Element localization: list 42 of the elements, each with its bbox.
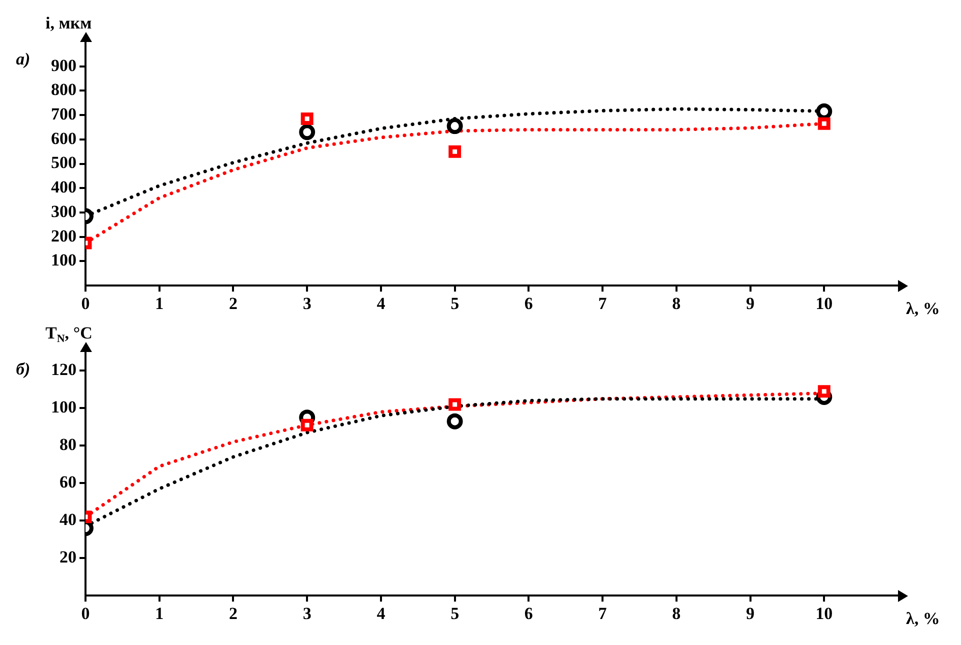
x-tick-label: 3 bbox=[302, 604, 312, 624]
y-tick-label: 800 bbox=[51, 80, 76, 100]
chart-title: а) bbox=[16, 49, 30, 68]
x-tick-label: 10 bbox=[816, 604, 833, 624]
x-tick-label: 7 bbox=[598, 604, 608, 624]
x-tick-label: 4 bbox=[376, 294, 386, 314]
text: б) bbox=[16, 359, 30, 378]
x-tick-label: 0 bbox=[81, 294, 90, 314]
y-tick-label: 100 bbox=[51, 250, 76, 270]
y-tick-label: 500 bbox=[51, 153, 76, 172]
x-tick-label: 7 bbox=[598, 294, 608, 314]
y-tick-label: 600 bbox=[51, 128, 76, 148]
y-axis-title: i, мкм bbox=[46, 13, 92, 32]
y-tick-label: 120 bbox=[51, 360, 76, 380]
x-tick-label: 6 bbox=[524, 604, 533, 624]
x-tick-label: 2 bbox=[228, 604, 238, 624]
x-tick-label: 1 bbox=[155, 294, 164, 314]
x-tick-label: 5 bbox=[450, 604, 460, 624]
x-axis-title: λ, % bbox=[906, 608, 940, 628]
x-tick-label: 9 bbox=[746, 604, 755, 624]
x-tick-label: 1 bbox=[155, 604, 164, 624]
x-tick-label: 5 bbox=[450, 294, 460, 314]
y-tick-label: 60 bbox=[60, 472, 76, 492]
x-tick-label: 6 bbox=[524, 294, 533, 314]
y-tick-label: 20 bbox=[60, 548, 76, 567]
y-tick-label: 700 bbox=[51, 104, 76, 124]
y-tick-label: 900 bbox=[51, 56, 76, 75]
x-axis-title: λ, % bbox=[906, 298, 940, 318]
y-tick-label: 300 bbox=[51, 202, 76, 221]
x-tick-label: 9 bbox=[746, 294, 755, 314]
x-tick-label: 0 bbox=[81, 604, 90, 624]
y-tick-label: 200 bbox=[51, 226, 76, 246]
y-tick-label: 100 bbox=[51, 398, 76, 417]
y-tick-label: 40 bbox=[60, 510, 76, 530]
x-tick-label: 3 bbox=[302, 294, 312, 314]
x-tick-label: 8 bbox=[672, 294, 681, 314]
x-tick-label: 10 bbox=[816, 294, 833, 314]
x-tick-label: 8 bbox=[672, 604, 681, 624]
y-tick-label: 400 bbox=[51, 178, 76, 197]
x-tick-label: 2 bbox=[228, 294, 238, 314]
y-tick-label: 80 bbox=[60, 435, 76, 454]
x-tick-label: 4 bbox=[376, 604, 386, 624]
